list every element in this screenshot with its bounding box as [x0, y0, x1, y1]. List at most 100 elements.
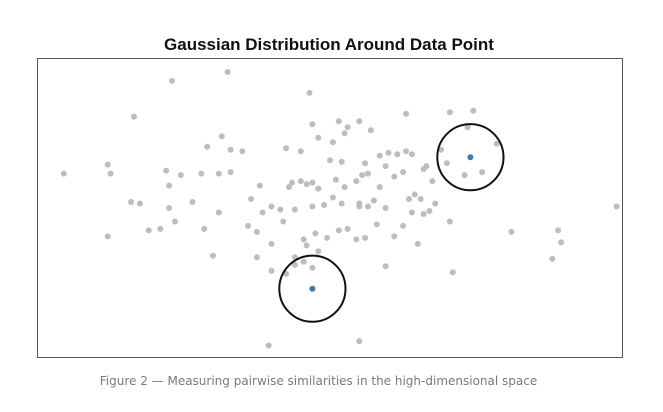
- data-point: [227, 146, 234, 153]
- data-point: [60, 170, 67, 177]
- data-point: [353, 236, 360, 243]
- data-point: [461, 172, 468, 179]
- data-point: [493, 140, 500, 147]
- data-point: [335, 227, 342, 234]
- data-point: [429, 178, 436, 185]
- data-point: [309, 203, 316, 210]
- data-point: [327, 157, 333, 164]
- data-point: [315, 248, 322, 255]
- data-point: [555, 227, 562, 234]
- data-point: [256, 182, 263, 189]
- data-point: [382, 205, 389, 211]
- data-point: [268, 203, 275, 210]
- data-point: [268, 240, 275, 247]
- data-point: [376, 152, 383, 159]
- data-point: [470, 107, 477, 114]
- data-point: [417, 196, 424, 202]
- data-point: [382, 163, 389, 170]
- data-point: [391, 173, 398, 180]
- data-point: [449, 269, 456, 276]
- data-point: [446, 218, 453, 225]
- data-point: [420, 211, 427, 217]
- data-point: [344, 124, 351, 131]
- data-point: [145, 227, 152, 234]
- data-point: [353, 178, 360, 185]
- data-point: [312, 230, 319, 237]
- data-point: [359, 172, 366, 179]
- data-point: [373, 221, 380, 228]
- data-point: [446, 109, 453, 116]
- data-point: [177, 172, 184, 179]
- data-point: [283, 145, 290, 152]
- data-point: [329, 139, 336, 146]
- data-point: [344, 225, 351, 232]
- data-point: [356, 200, 363, 207]
- highlight-point: [467, 154, 474, 161]
- data-point: [400, 222, 407, 229]
- data-point: [215, 170, 222, 177]
- data-point: [365, 170, 371, 177]
- data-point: [227, 169, 234, 176]
- data-point: [341, 184, 348, 191]
- data-point: [406, 196, 412, 202]
- data-point: [414, 240, 421, 247]
- figure-caption: Figure 2 — Measuring pairwise similariti…: [99, 374, 538, 388]
- points-layer: [60, 69, 620, 349]
- data-point: [426, 208, 433, 214]
- data-point: [303, 242, 310, 249]
- data-point: [268, 267, 275, 274]
- data-point: [291, 206, 298, 213]
- data-point: [420, 166, 427, 173]
- data-point: [218, 133, 225, 140]
- data-point: [411, 191, 418, 198]
- highlight-point: [309, 285, 316, 292]
- data-point: [508, 228, 515, 235]
- data-point: [172, 218, 178, 225]
- gaussian-circle: [278, 254, 347, 323]
- data-point: [163, 167, 170, 174]
- data-point: [201, 225, 208, 232]
- data-point: [338, 200, 345, 207]
- data-point: [136, 200, 143, 207]
- data-point: [280, 218, 287, 225]
- data-point: [166, 182, 173, 189]
- data-point: [131, 113, 137, 120]
- data-point: [356, 338, 363, 345]
- data-point: [464, 124, 471, 131]
- data-point: [403, 110, 410, 117]
- data-point: [215, 209, 222, 216]
- data-point: [400, 169, 407, 176]
- data-point: [444, 160, 450, 167]
- data-point: [224, 69, 231, 75]
- data-point: [332, 176, 339, 183]
- highlight-layer: [309, 154, 474, 292]
- data-point: [245, 222, 252, 229]
- data-point: [403, 148, 410, 155]
- data-point: [306, 89, 313, 96]
- data-point: [391, 233, 398, 240]
- data-point: [479, 169, 486, 176]
- data-point: [107, 170, 114, 177]
- data-point: [549, 255, 556, 262]
- circles-layer: [278, 123, 505, 323]
- data-point: [362, 234, 369, 241]
- data-point: [613, 203, 620, 210]
- data-point: [438, 146, 445, 153]
- data-point: [329, 194, 336, 201]
- data-point: [376, 184, 383, 191]
- data-point: [265, 342, 272, 349]
- data-point: [253, 228, 260, 235]
- data-point: [385, 149, 392, 156]
- data-point: [300, 236, 307, 243]
- data-point: [198, 170, 205, 177]
- data-point: [253, 254, 260, 261]
- data-point: [315, 185, 322, 192]
- data-point: [321, 202, 328, 208]
- data-point: [408, 151, 415, 158]
- data-point: [367, 127, 374, 134]
- data-point: [104, 161, 111, 168]
- data-point: [303, 181, 310, 188]
- data-point: [309, 179, 316, 186]
- data-point: [157, 225, 164, 232]
- data-point: [300, 258, 307, 265]
